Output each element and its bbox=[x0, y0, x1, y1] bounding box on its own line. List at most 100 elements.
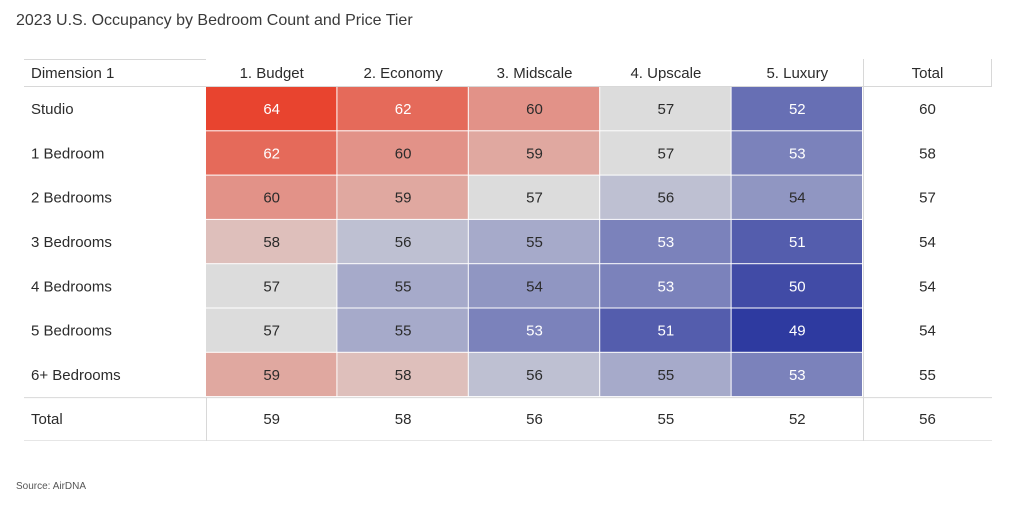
column-total-value: 52 bbox=[789, 411, 806, 428]
column-total-value: 58 bbox=[395, 411, 412, 428]
heatmap-cell bbox=[468, 219, 600, 264]
cell-value: 57 bbox=[263, 323, 280, 340]
heatmap-cell bbox=[600, 308, 731, 352]
cell-value: 58 bbox=[263, 234, 280, 251]
occupancy-heatmap: Dimension 1 1. Budget 2. Economy 3. Midscal… bbox=[24, 59, 992, 441]
heatmap-cell bbox=[731, 87, 862, 131]
heatmap-cell bbox=[600, 87, 731, 131]
column-header: 2. Economy bbox=[363, 65, 443, 82]
cell-value: 54 bbox=[526, 278, 543, 295]
cell-value: 53 bbox=[658, 234, 675, 251]
column-total-value: 55 bbox=[658, 411, 675, 428]
cell-value: 49 bbox=[789, 323, 806, 340]
cell-value: 62 bbox=[263, 145, 280, 162]
cell-value: 55 bbox=[526, 234, 543, 251]
column-header: 3. Midscale bbox=[497, 65, 573, 82]
cell-value: 60 bbox=[263, 190, 280, 207]
row-total-value: 55 bbox=[919, 367, 936, 384]
heatmap-cell bbox=[337, 352, 468, 397]
heatmap-cell bbox=[337, 131, 468, 175]
column-total-value: 59 bbox=[263, 411, 280, 428]
heatmap-cell bbox=[600, 264, 731, 308]
heatmap-cell bbox=[731, 219, 862, 264]
heatmap-cell bbox=[600, 131, 731, 175]
cell-value: 64 bbox=[263, 101, 280, 118]
row-total-value: 54 bbox=[919, 278, 936, 295]
heatmap-cell bbox=[206, 352, 337, 397]
cell-value: 57 bbox=[658, 101, 675, 118]
cell-value: 56 bbox=[526, 367, 543, 384]
cell-value: 59 bbox=[395, 190, 412, 207]
row-total-value: 54 bbox=[919, 323, 936, 340]
heatmap-cell bbox=[731, 175, 862, 219]
cell-value: 51 bbox=[658, 323, 675, 340]
cell-value: 55 bbox=[658, 367, 675, 384]
chart-title: 2023 U.S. Occupancy by Bedroom Count and… bbox=[16, 12, 413, 29]
cell-value: 57 bbox=[263, 278, 280, 295]
cell-value: 53 bbox=[789, 367, 806, 384]
heatmap-cell bbox=[206, 175, 337, 219]
heatmap-cell bbox=[337, 219, 468, 264]
total-row-label: Total bbox=[31, 411, 63, 428]
heatmap-cell bbox=[600, 175, 731, 219]
heatmap-cell bbox=[731, 131, 862, 175]
heatmap-cell bbox=[337, 87, 468, 131]
cell-value: 57 bbox=[526, 190, 543, 207]
heatmap-cell bbox=[468, 352, 600, 397]
row-label: 4 Bedrooms bbox=[31, 278, 112, 295]
row-label: 2 Bedrooms bbox=[31, 190, 112, 207]
heatmap-cell bbox=[600, 219, 731, 264]
heatmap-cell bbox=[468, 131, 600, 175]
column-header: 4. Upscale bbox=[630, 65, 701, 82]
heatmap-cell bbox=[731, 308, 862, 352]
cell-value: 54 bbox=[789, 190, 806, 207]
row-label: 1 Bedroom bbox=[31, 145, 104, 162]
cell-value: 57 bbox=[658, 145, 675, 162]
source-note: Source: AirDNA bbox=[16, 481, 87, 492]
cell-value: 56 bbox=[395, 234, 412, 251]
row-label: 3 Bedrooms bbox=[31, 234, 112, 251]
row-label: 5 Bedrooms bbox=[31, 323, 112, 340]
cell-value: 52 bbox=[789, 101, 806, 118]
row-total-value: 54 bbox=[919, 234, 936, 251]
cell-value: 60 bbox=[526, 101, 543, 118]
heatmap-cell bbox=[206, 264, 337, 308]
cell-value: 59 bbox=[526, 145, 543, 162]
heatmap-cell bbox=[206, 87, 337, 131]
heatmap-cell bbox=[337, 308, 468, 352]
cell-value: 53 bbox=[658, 278, 675, 295]
cell-value: 53 bbox=[526, 323, 543, 340]
grand-total-value: 56 bbox=[919, 411, 936, 428]
heatmap-cell bbox=[337, 175, 468, 219]
heatmap-cell bbox=[468, 175, 600, 219]
cell-value: 59 bbox=[263, 367, 280, 384]
heatmap-cell bbox=[206, 131, 337, 175]
heatmap-cell bbox=[468, 308, 600, 352]
column-total-value: 56 bbox=[526, 411, 543, 428]
heatmap-cell bbox=[206, 219, 337, 264]
heatmap-cell bbox=[468, 264, 600, 308]
cell-value: 60 bbox=[395, 145, 412, 162]
cell-value: 56 bbox=[658, 190, 675, 207]
heatmap-cell bbox=[337, 264, 468, 308]
row-label: Studio bbox=[31, 101, 74, 118]
cell-value: 55 bbox=[395, 323, 412, 340]
heatmap-cell bbox=[731, 264, 862, 308]
row-total-value: 58 bbox=[919, 145, 936, 162]
heatmap-cell bbox=[468, 87, 600, 131]
column-header: 5. Luxury bbox=[766, 65, 828, 82]
row-total-value: 60 bbox=[919, 101, 936, 118]
cell-value: 62 bbox=[395, 101, 412, 118]
heatmap-cell bbox=[206, 308, 337, 352]
row-label: 6+ Bedrooms bbox=[31, 367, 121, 384]
cell-value: 53 bbox=[789, 145, 806, 162]
heatmap-cell bbox=[731, 352, 862, 397]
row-header-label: Dimension 1 bbox=[31, 65, 114, 82]
cell-value: 51 bbox=[789, 234, 806, 251]
heatmap-cell bbox=[600, 352, 731, 397]
column-header: 1. Budget bbox=[240, 65, 305, 82]
row-total-value: 57 bbox=[919, 190, 936, 207]
cell-value: 50 bbox=[789, 278, 806, 295]
cell-value: 58 bbox=[395, 367, 412, 384]
total-column-header: Total bbox=[912, 65, 944, 82]
